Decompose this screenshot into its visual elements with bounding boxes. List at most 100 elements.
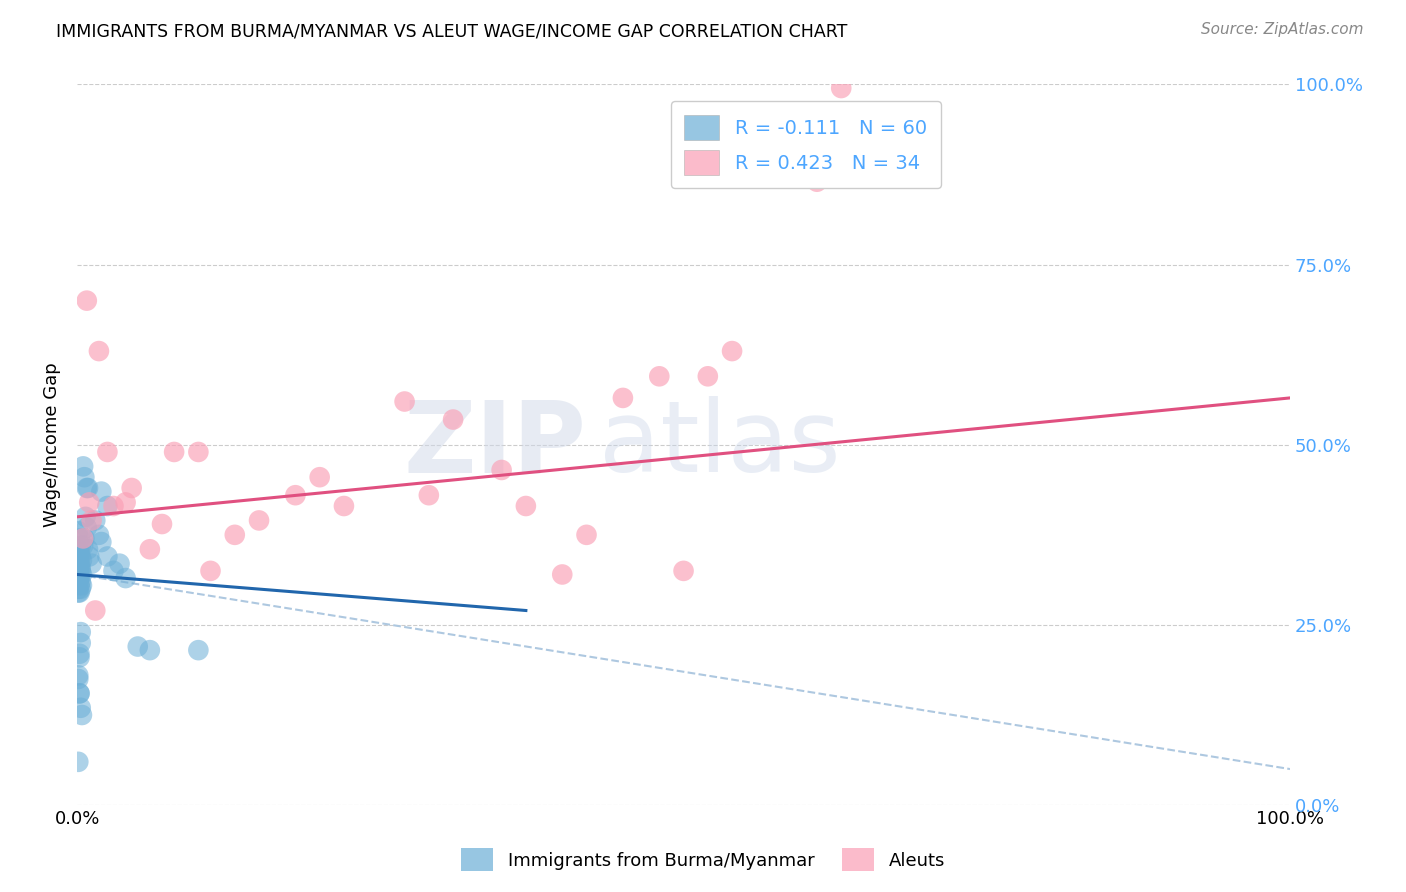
Point bbox=[200, 564, 222, 578]
Point bbox=[69, 560, 91, 574]
Point bbox=[224, 528, 246, 542]
Point bbox=[67, 668, 90, 682]
Point bbox=[67, 574, 90, 589]
Point bbox=[69, 557, 91, 571]
Text: atlas: atlas bbox=[599, 396, 841, 493]
Point bbox=[69, 546, 91, 560]
Point bbox=[150, 516, 173, 531]
Point bbox=[551, 567, 574, 582]
Point bbox=[69, 686, 91, 700]
Point bbox=[515, 499, 537, 513]
Point bbox=[76, 293, 98, 308]
Point bbox=[108, 557, 131, 571]
Point bbox=[67, 585, 90, 599]
Point bbox=[72, 532, 94, 546]
Point bbox=[139, 542, 162, 557]
Point bbox=[69, 650, 91, 665]
Point bbox=[72, 539, 94, 553]
Legend: R = -0.111   N = 60, R = 0.423   N = 34: R = -0.111 N = 60, R = 0.423 N = 34 bbox=[671, 102, 941, 188]
Point bbox=[80, 557, 103, 571]
Point bbox=[114, 571, 136, 585]
Point bbox=[69, 636, 91, 650]
Point bbox=[308, 470, 330, 484]
Point bbox=[67, 557, 90, 571]
Point bbox=[103, 499, 125, 513]
Point bbox=[333, 499, 356, 513]
Point bbox=[77, 495, 100, 509]
Point bbox=[76, 481, 98, 495]
Point bbox=[69, 567, 91, 582]
Point bbox=[69, 585, 91, 599]
Point bbox=[96, 499, 118, 513]
Point bbox=[69, 582, 91, 596]
Point bbox=[69, 625, 91, 640]
Point bbox=[103, 564, 125, 578]
Point bbox=[70, 553, 93, 567]
Point bbox=[69, 560, 91, 574]
Point bbox=[575, 528, 598, 542]
Point bbox=[69, 574, 91, 589]
Y-axis label: Wage/Income Gap: Wage/Income Gap bbox=[44, 362, 60, 527]
Text: Source: ZipAtlas.com: Source: ZipAtlas.com bbox=[1201, 22, 1364, 37]
Point bbox=[77, 549, 100, 564]
Point bbox=[648, 369, 671, 384]
Point bbox=[69, 539, 91, 553]
Point bbox=[163, 445, 186, 459]
Point bbox=[70, 578, 93, 592]
Point bbox=[121, 481, 143, 495]
Point bbox=[69, 532, 91, 546]
Point bbox=[491, 463, 513, 477]
Point bbox=[441, 412, 464, 426]
Point bbox=[721, 344, 744, 359]
Point bbox=[67, 564, 90, 578]
Point bbox=[87, 344, 110, 359]
Point bbox=[672, 564, 695, 578]
Point bbox=[67, 524, 90, 539]
Point bbox=[394, 394, 416, 409]
Point bbox=[187, 643, 209, 657]
Point bbox=[80, 513, 103, 527]
Point bbox=[67, 542, 90, 557]
Text: ZIP: ZIP bbox=[404, 396, 586, 493]
Point bbox=[84, 603, 107, 617]
Point bbox=[77, 542, 100, 557]
Point bbox=[612, 391, 634, 405]
Point bbox=[70, 708, 93, 723]
Point bbox=[830, 81, 852, 95]
Point bbox=[69, 549, 91, 564]
Point bbox=[69, 647, 91, 661]
Point bbox=[696, 369, 718, 384]
Point bbox=[69, 564, 91, 578]
Point bbox=[76, 521, 98, 535]
Text: IMMIGRANTS FROM BURMA/MYANMAR VS ALEUT WAGE/INCOME GAP CORRELATION CHART: IMMIGRANTS FROM BURMA/MYANMAR VS ALEUT W… bbox=[56, 22, 848, 40]
Point bbox=[90, 484, 112, 499]
Point bbox=[73, 532, 96, 546]
Point bbox=[96, 549, 118, 564]
Point bbox=[139, 643, 162, 657]
Legend: Immigrants from Burma/Myanmar, Aleuts: Immigrants from Burma/Myanmar, Aleuts bbox=[454, 841, 952, 879]
Point bbox=[87, 528, 110, 542]
Point bbox=[67, 553, 90, 567]
Point bbox=[77, 481, 100, 495]
Point bbox=[84, 513, 107, 527]
Point bbox=[69, 686, 91, 700]
Point bbox=[284, 488, 307, 502]
Point bbox=[67, 571, 90, 585]
Point bbox=[69, 578, 91, 592]
Point bbox=[90, 535, 112, 549]
Point bbox=[72, 459, 94, 474]
Point bbox=[247, 513, 270, 527]
Point bbox=[67, 755, 90, 769]
Point bbox=[75, 509, 97, 524]
Point bbox=[73, 470, 96, 484]
Point bbox=[67, 582, 90, 596]
Point bbox=[806, 175, 828, 189]
Point bbox=[114, 495, 136, 509]
Point bbox=[69, 700, 91, 714]
Point bbox=[69, 571, 91, 585]
Point bbox=[187, 445, 209, 459]
Point bbox=[127, 640, 149, 654]
Point bbox=[70, 567, 93, 582]
Point bbox=[418, 488, 440, 502]
Point bbox=[96, 445, 118, 459]
